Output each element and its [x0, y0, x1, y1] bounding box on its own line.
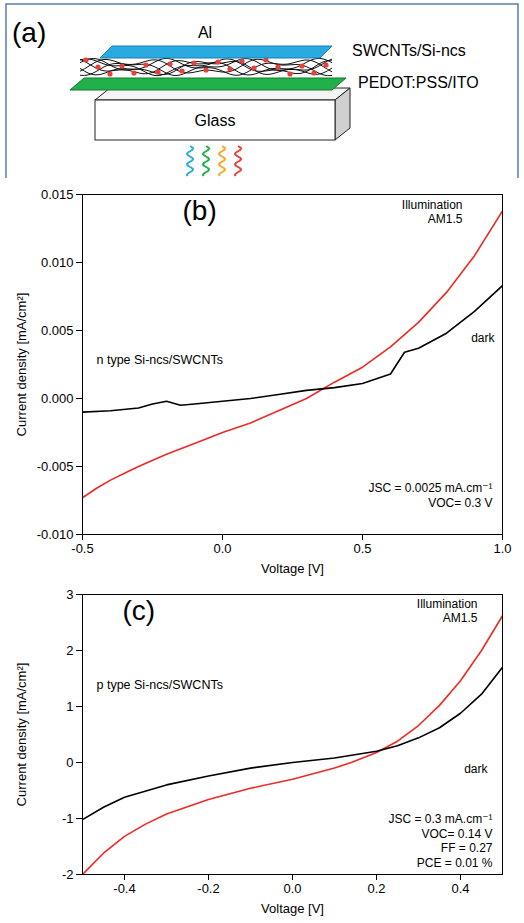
svg-text:Voltage [V]: Voltage [V] [261, 901, 324, 916]
svg-text:0.0: 0.0 [213, 541, 231, 556]
svg-text:-0.010: -0.010 [37, 527, 74, 542]
svg-text:3: 3 [66, 587, 73, 602]
svg-text:IlluminationAM1.5: IlluminationAM1.5 [402, 198, 463, 226]
svg-text:JSC = 0.3 mA.cm⁻¹VOC= 0.14 VFF: JSC = 0.3 mA.cm⁻¹VOC= 0.14 VFF = 0.27PCE… [388, 812, 492, 869]
svg-text:0: 0 [66, 755, 73, 770]
svg-text:0.2: 0.2 [367, 881, 385, 896]
svg-text:-1: -1 [62, 811, 74, 826]
svg-text:0.005: 0.005 [41, 323, 74, 338]
svg-text:Voltage [V]: Voltage [V] [261, 561, 324, 576]
svg-text:Current density [mA/cm²]: Current density [mA/cm²] [14, 293, 29, 437]
svg-text:0.015: 0.015 [41, 187, 74, 202]
svg-text:IlluminationAM1.5: IlluminationAM1.5 [417, 597, 478, 625]
svg-text:SWCNTs/Si-ncs: SWCNTs/Si-ncs [352, 42, 466, 59]
svg-text:(b): (b) [183, 195, 217, 226]
svg-text:0.0: 0.0 [283, 881, 301, 896]
svg-text:p type Si-ncs/SWCNTs: p type Si-ncs/SWCNTs [97, 678, 223, 692]
svg-text:Current density [mA/cm²]: Current density [mA/cm²] [14, 663, 29, 807]
svg-text:Glass: Glass [195, 112, 236, 129]
svg-text:-0.2: -0.2 [197, 881, 219, 896]
svg-text:(a): (a) [12, 17, 46, 48]
svg-text:0.010: 0.010 [41, 255, 74, 270]
svg-text:-0.4: -0.4 [113, 881, 135, 896]
svg-text:JSC = 0.0025 mA.cm⁻¹VOC= 0.3 V: JSC = 0.0025 mA.cm⁻¹VOC= 0.3 V [368, 481, 492, 509]
svg-text:-0.5: -0.5 [71, 541, 93, 556]
svg-text:(c): (c) [123, 595, 156, 626]
svg-text:1: 1 [66, 699, 73, 714]
svg-text:-0.005: -0.005 [37, 459, 74, 474]
svg-text:0.4: 0.4 [451, 881, 469, 896]
svg-text:0.000: 0.000 [41, 391, 74, 406]
svg-text:1.0: 1.0 [493, 541, 511, 556]
svg-text:2: 2 [66, 643, 73, 658]
svg-text:dark: dark [471, 331, 495, 345]
svg-text:-2: -2 [62, 867, 74, 882]
svg-text:0.5: 0.5 [353, 541, 371, 556]
svg-text:PEDOT:PSS/ITO: PEDOT:PSS/ITO [358, 74, 479, 91]
svg-text:Al: Al [198, 24, 212, 41]
svg-text:dark: dark [464, 762, 488, 776]
svg-text:n type Si-ncs/SWCNTs: n type Si-ncs/SWCNTs [97, 353, 223, 367]
